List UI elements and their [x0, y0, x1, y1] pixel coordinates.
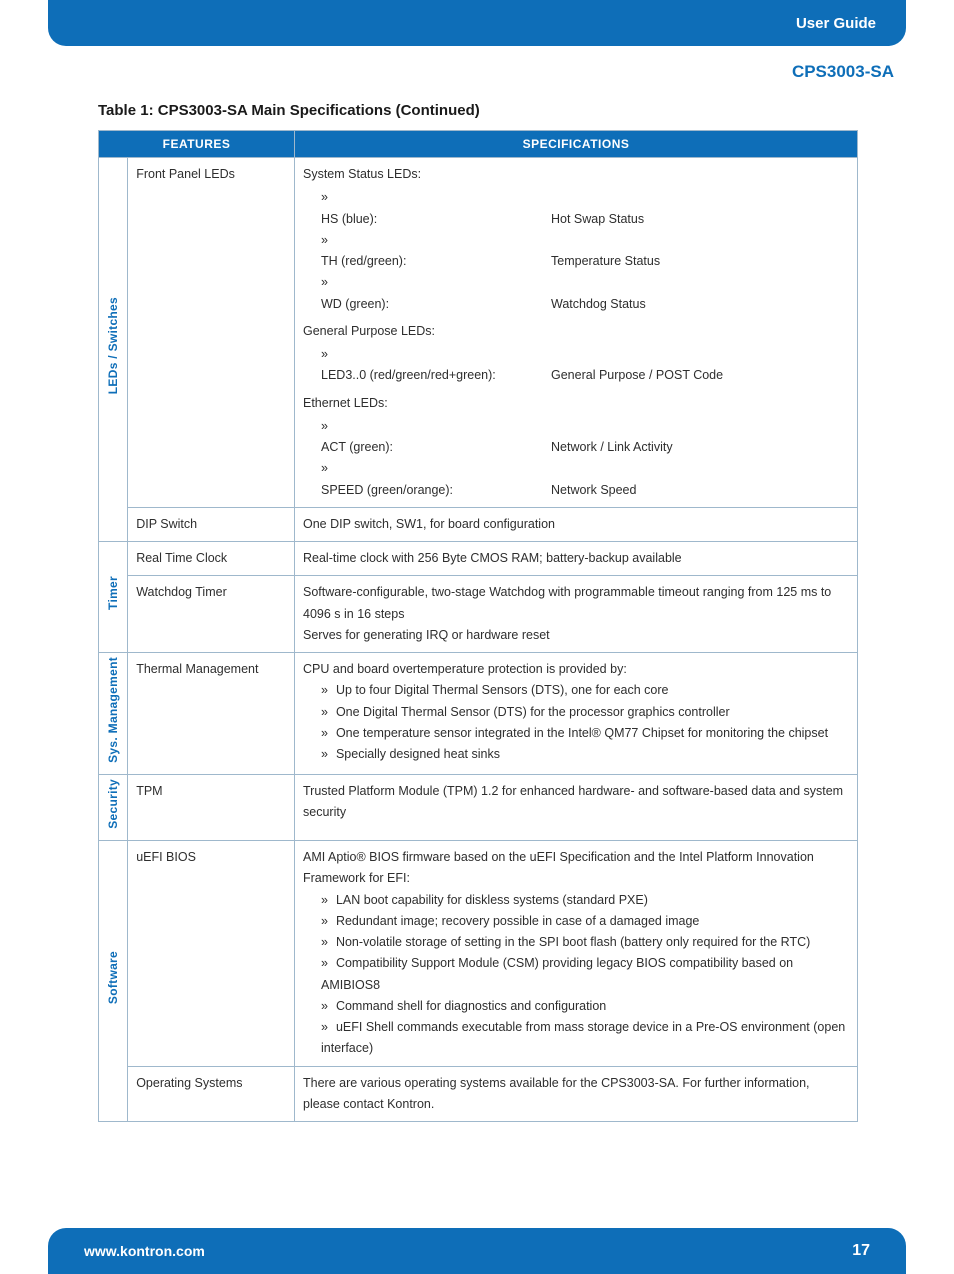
- category-timer: Timer: [99, 542, 128, 653]
- category-leds-label: LEDs / Switches: [103, 297, 123, 394]
- led-group2-list: LED3..0 (red/green/red+green):General Pu…: [321, 344, 849, 387]
- led-group3-title: Ethernet LEDs:: [303, 393, 849, 414]
- feature-tpm: TPM: [128, 775, 295, 841]
- category-sysmgmt: Sys. Management: [99, 653, 128, 775]
- spec-bios-intro: AMI Aptio® BIOS firmware based on the uE…: [303, 847, 849, 890]
- footer-bar: www.kontron.com 17: [48, 1228, 906, 1274]
- led-th-label: TH (red/green):: [321, 251, 551, 272]
- spec-bios: AMI Aptio® BIOS firmware based on the uE…: [295, 841, 858, 1067]
- spec-watchdog: Software-configurable, two-stage Watchdo…: [295, 576, 858, 653]
- feature-watchdog: Watchdog Timer: [128, 576, 295, 653]
- thermal-item-3: Specially designed heat sinks: [321, 744, 849, 765]
- thermal-item-1: One Digital Thermal Sensor (DTS) for the…: [321, 702, 849, 723]
- footer-page: 17: [852, 1242, 870, 1260]
- th-features: FEATURES: [99, 131, 295, 158]
- spec-thermal: CPU and board overtemperature protection…: [295, 653, 858, 775]
- table-title: Table 1: CPS3003-SA Main Specifications …: [98, 102, 480, 119]
- footer-url: www.kontron.com: [84, 1243, 205, 1259]
- spec-os: There are various operating systems avai…: [295, 1066, 858, 1122]
- led-gp-label: LED3..0 (red/green/red+green):: [321, 365, 551, 386]
- category-software: Software: [99, 841, 128, 1122]
- header-label: User Guide: [796, 15, 876, 32]
- spec-dip-switch: One DIP switch, SW1, for board configura…: [295, 507, 858, 541]
- spec-bios-list: LAN boot capability for diskless systems…: [321, 890, 849, 1060]
- led-th-desc: Temperature Status: [551, 251, 660, 272]
- spec-rtc: Real-time clock with 256 Byte CMOS RAM; …: [295, 542, 858, 576]
- spec-front-panel-leds: System Status LEDs: HS (blue):Hot Swap S…: [295, 158, 858, 508]
- category-sysmgmt-label: Sys. Management: [103, 657, 123, 763]
- led-hs-desc: Hot Swap Status: [551, 209, 644, 230]
- led-act-label: ACT (green):: [321, 437, 551, 458]
- category-security-label: Security: [103, 779, 123, 829]
- bios-item-1: Redundant image; recovery possible in ca…: [321, 911, 849, 932]
- category-timer-label: Timer: [103, 576, 123, 610]
- led-speed-desc: Network Speed: [551, 480, 636, 501]
- led-group1-title: System Status LEDs:: [303, 164, 849, 185]
- led-gp-desc: General Purpose / POST Code: [551, 365, 723, 386]
- bios-item-4: Command shell for diagnostics and config…: [321, 996, 849, 1017]
- feature-front-panel-leds: Front Panel LEDs: [128, 158, 295, 508]
- led-hs-label: HS (blue):: [321, 209, 551, 230]
- led-speed-label: SPEED (green/orange):: [321, 480, 551, 501]
- feature-os: Operating Systems: [128, 1066, 295, 1122]
- feature-rtc: Real Time Clock: [128, 542, 295, 576]
- feature-bios: uEFI BIOS: [128, 841, 295, 1067]
- bios-item-2: Non-volatile storage of setting in the S…: [321, 932, 849, 953]
- category-security: Security: [99, 775, 128, 841]
- header-bar: User Guide: [48, 0, 906, 46]
- doc-title: CPS3003-SA: [792, 62, 894, 82]
- led-wd-desc: Watchdog Status: [551, 294, 646, 315]
- category-leds: LEDs / Switches: [99, 158, 128, 542]
- spec-tpm: Trusted Platform Module (TPM) 1.2 for en…: [295, 775, 858, 841]
- spec-thermal-intro: CPU and board overtemperature protection…: [303, 659, 849, 680]
- feature-dip-switch: DIP Switch: [128, 507, 295, 541]
- led-act-desc: Network / Link Activity: [551, 437, 673, 458]
- led-group1-list: HS (blue):Hot Swap Status TH (red/green)…: [321, 187, 849, 315]
- thermal-item-2: One temperature sensor integrated in the…: [321, 723, 849, 744]
- led-wd-label: WD (green):: [321, 294, 551, 315]
- feature-thermal: Thermal Management: [128, 653, 295, 775]
- category-software-label: Software: [103, 951, 123, 1004]
- bios-item-5: uEFI Shell commands executable from mass…: [321, 1017, 849, 1060]
- led-group3-list: ACT (green):Network / Link Activity SPEE…: [321, 416, 849, 501]
- led-group2-title: General Purpose LEDs:: [303, 321, 849, 342]
- bios-item-0: LAN boot capability for diskless systems…: [321, 890, 849, 911]
- spec-watchdog-l2: Serves for generating IRQ or hardware re…: [303, 625, 849, 646]
- bios-item-3: Compatibility Support Module (CSM) provi…: [321, 953, 849, 996]
- spec-thermal-list: Up to four Digital Thermal Sensors (DTS)…: [321, 680, 849, 765]
- spec-watchdog-l1: Software-configurable, two-stage Watchdo…: [303, 582, 849, 625]
- spec-table: FEATURES SPECIFICATIONS LEDs / Switches …: [98, 130, 858, 1122]
- thermal-item-0: Up to four Digital Thermal Sensors (DTS)…: [321, 680, 849, 701]
- th-specs: SPECIFICATIONS: [295, 131, 858, 158]
